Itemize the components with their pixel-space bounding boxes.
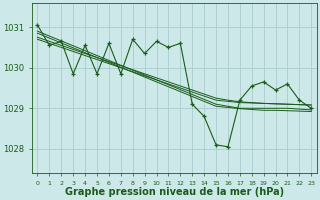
X-axis label: Graphe pression niveau de la mer (hPa): Graphe pression niveau de la mer (hPa): [65, 187, 284, 197]
